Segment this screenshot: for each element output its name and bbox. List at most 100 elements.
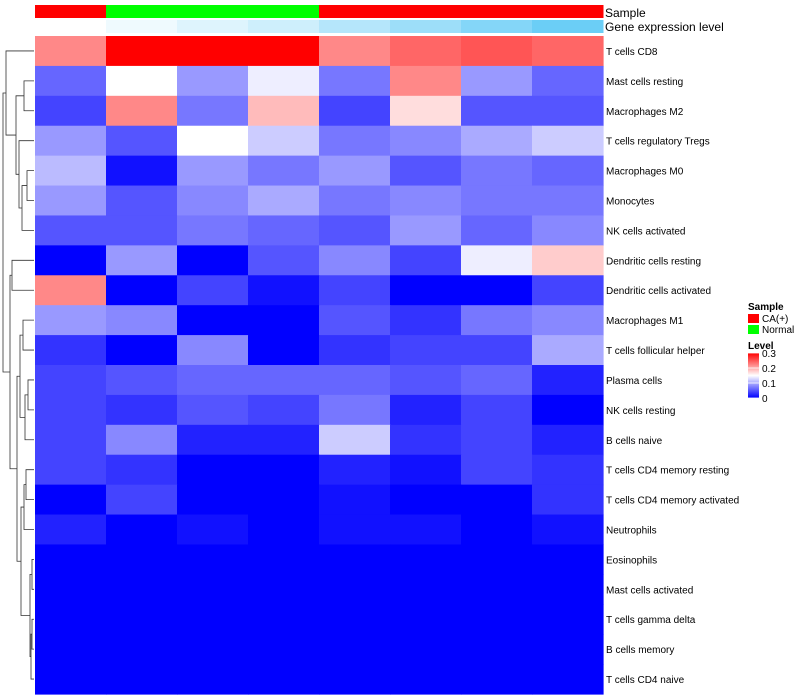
row-label: B cells naive (606, 436, 663, 447)
heatmap-cell (177, 365, 249, 396)
heatmap-cell (390, 544, 462, 575)
heatmap-cell (248, 185, 320, 217)
heatmap-cell (106, 155, 178, 187)
heatmap-cell (461, 424, 533, 456)
heatmap-cell (532, 394, 604, 426)
heatmap-cell (177, 544, 249, 575)
dendrogram-branch (30, 633, 34, 680)
heatmap-cell (390, 36, 462, 67)
heatmap-cell (461, 36, 533, 67)
row-label: T cells follicular helper (606, 346, 705, 357)
row-label: Dendritic cells activated (606, 286, 711, 297)
heatmap-cell (390, 215, 462, 246)
heatmap-cell (319, 394, 391, 426)
heatmap-cell (390, 454, 462, 486)
heatmap-cell (177, 604, 249, 635)
row-label: Mast cells activated (606, 585, 693, 596)
expression-level-cell (177, 20, 249, 33)
heatmap-cell (177, 185, 249, 217)
heatmap-cell (106, 185, 178, 217)
heatmap-cell (319, 424, 391, 456)
heatmap-cell (177, 634, 249, 665)
heatmap-cell (461, 125, 533, 157)
legend-level-ticks: 0.3 0.2 0.1 0 (748, 349, 776, 405)
heatmap-cell (461, 664, 533, 695)
dendrogram-branch (24, 394, 34, 441)
heatmap-cell (106, 574, 178, 605)
heatmap-cell (177, 305, 249, 336)
heatmap-cell (319, 245, 391, 276)
heatmap-cell (35, 394, 107, 426)
heatmap-cell (532, 454, 604, 486)
heatmap-cell (461, 604, 533, 635)
heatmap-cell (532, 514, 604, 546)
sample-group-cell (461, 5, 533, 18)
heatmap-cell (532, 36, 604, 67)
heatmap-cell (248, 305, 320, 336)
legend-level-tick-label: 0.2 (762, 364, 776, 375)
row-dendrogram (2, 50, 34, 680)
legend-label-ca-plus: CA(+) (762, 314, 788, 325)
row-label: Macrophages M0 (606, 167, 684, 178)
heatmap-cell (106, 454, 178, 486)
heatmap-cell (177, 514, 249, 546)
heatmap-cell (390, 424, 462, 456)
heatmap-cell (35, 125, 107, 157)
heatmap-cell (177, 36, 249, 67)
sample-group-cell (248, 5, 320, 18)
heatmap-cell (248, 155, 320, 187)
heatmap-cell (319, 185, 391, 217)
dendrogram-branch (15, 95, 24, 175)
heatmap-cell (106, 394, 178, 426)
heatmap-cell (177, 245, 249, 276)
heatmap-cell (177, 664, 249, 695)
heatmap-cell (532, 65, 604, 97)
row-label: NK cells resting (606, 406, 675, 417)
heatmap-cell (35, 275, 107, 306)
heatmap-cell (248, 245, 320, 276)
heatmap-cell (35, 335, 107, 366)
heatmap-cell (319, 36, 391, 67)
row-label: Macrophages M1 (606, 316, 684, 327)
legend-level-tick-label: 0 (762, 394, 768, 405)
heatmap-cell (177, 394, 249, 426)
heatmap-cell (319, 484, 391, 516)
heatmap-cell (390, 514, 462, 546)
row-label: B cells memory (606, 645, 674, 656)
heatmap-cell (106, 634, 178, 665)
expression-level-cell (390, 20, 462, 33)
dendrogram-branch (11, 259, 34, 291)
row-label: T cells CD8 (606, 47, 658, 58)
heatmap-cell (248, 365, 320, 396)
heatmap-cell (177, 454, 249, 486)
row-label: T cells gamma delta (606, 615, 696, 626)
heatmap-cell (106, 275, 178, 306)
dendrogram-branch (31, 559, 34, 590)
heatmap-cell (319, 155, 391, 187)
heatmap-cell (248, 514, 320, 546)
heatmap-cell (390, 634, 462, 665)
heatmap-cell (319, 664, 391, 695)
row-label: Dendritic cells resting (606, 256, 701, 267)
heatmap-cell (106, 125, 178, 157)
heatmap-cell (248, 454, 320, 486)
heatmap-cell (461, 305, 533, 336)
heatmap-cell (248, 574, 320, 605)
heatmap-cell (461, 544, 533, 575)
expression-level-cell (35, 20, 107, 33)
heatmap-cell (461, 365, 533, 396)
sample-group-cell (35, 5, 107, 18)
dendrogram-branch (21, 185, 34, 231)
heatmap-cell (319, 275, 391, 306)
row-label: T cells CD4 memory resting (606, 466, 729, 477)
heatmap-cell (390, 95, 462, 127)
heatmap-cell (461, 65, 533, 97)
heatmap-cell (106, 604, 178, 635)
heatmap-cell (106, 305, 178, 336)
heatmap-cell (319, 365, 391, 396)
heatmap-cell (35, 574, 107, 605)
expression-level-cell (248, 20, 320, 33)
heatmap-cell (461, 574, 533, 605)
heatmap-cell (319, 305, 391, 336)
